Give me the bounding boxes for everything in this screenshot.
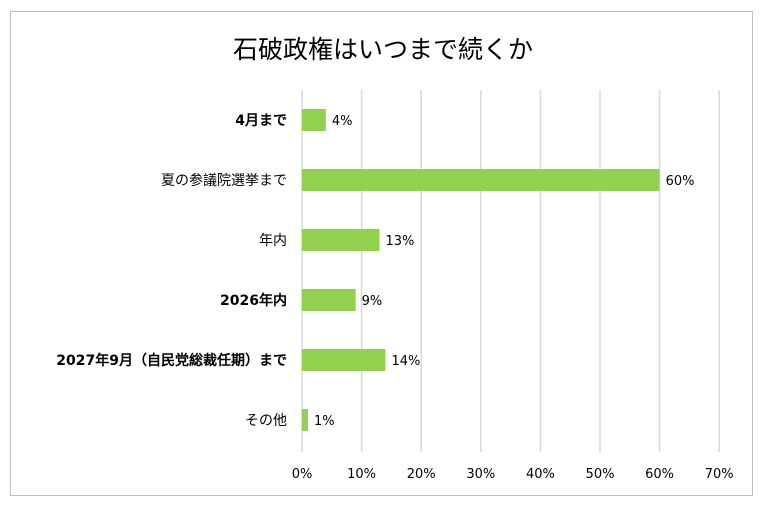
data-label: 4% xyxy=(332,114,353,129)
bar xyxy=(302,349,386,371)
data-label: 1% xyxy=(314,414,335,429)
bar xyxy=(302,409,308,431)
chart-title: 石破政権はいつまで続くか xyxy=(232,35,533,64)
x-tick-label: 60% xyxy=(645,467,674,482)
category-label: 2026年内 xyxy=(220,292,287,309)
category-label: その他 xyxy=(245,413,287,429)
category-label: 4月まで xyxy=(235,113,287,129)
data-label: 9% xyxy=(362,294,383,309)
category-label: 年内 xyxy=(259,233,287,249)
category-label: 2027年9月（自民党総裁任期）まで xyxy=(56,352,287,369)
bar xyxy=(302,109,326,131)
chart-frame xyxy=(10,11,753,496)
data-label: 14% xyxy=(391,354,420,369)
x-tick-label: 30% xyxy=(466,467,495,482)
bar xyxy=(302,169,660,191)
x-tick-label: 50% xyxy=(586,467,615,482)
x-tick-label: 70% xyxy=(705,467,734,482)
category-label: 夏の参議院選挙まで xyxy=(161,172,287,189)
x-tick-label: 0% xyxy=(292,467,313,482)
bar xyxy=(302,289,356,311)
bar xyxy=(302,229,380,251)
x-tick-label: 10% xyxy=(347,467,376,482)
x-tick-label: 40% xyxy=(526,467,555,482)
x-tick-label: 20% xyxy=(407,467,436,482)
data-label: 13% xyxy=(385,234,414,249)
data-label: 60% xyxy=(666,174,695,189)
